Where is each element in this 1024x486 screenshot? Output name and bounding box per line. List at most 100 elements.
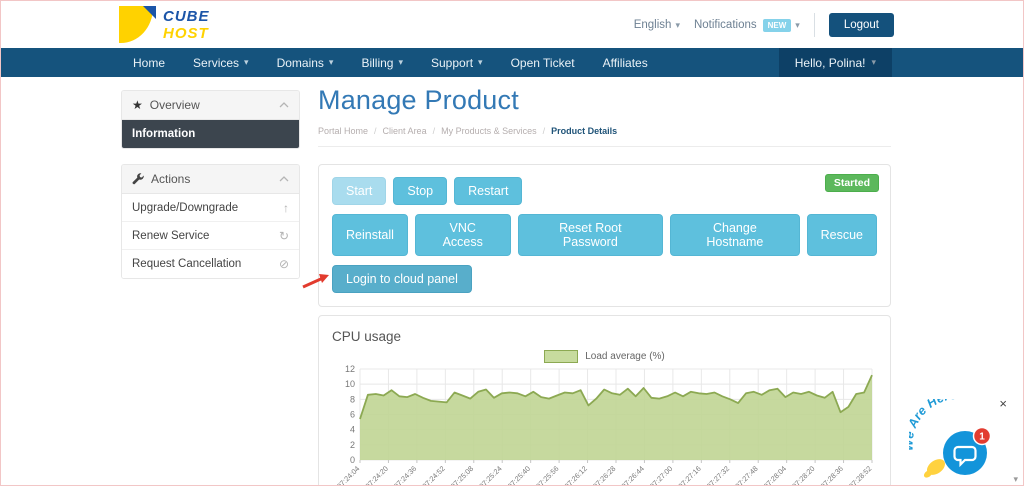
overview-panel: ★ Overview Information bbox=[121, 90, 300, 149]
sidebar-item-request-cancellation[interactable]: Request Cancellation ⊘ bbox=[122, 250, 299, 278]
svg-text:07:28:36: 07:28:36 bbox=[819, 464, 845, 486]
close-icon[interactable]: × bbox=[999, 396, 1007, 411]
svg-text:10: 10 bbox=[345, 379, 355, 389]
change-hostname-button[interactable]: Change Hostname bbox=[670, 214, 800, 256]
rescue-button[interactable]: Rescue bbox=[806, 214, 877, 256]
notification-count-badge bbox=[972, 426, 992, 446]
svg-text:12: 12 bbox=[345, 364, 355, 374]
caret-down-icon: ▾ bbox=[675, 19, 680, 30]
caret-down-icon: ▾ bbox=[478, 57, 483, 67]
nav-item-affiliates[interactable]: Affiliates bbox=[602, 55, 648, 70]
breadcrumb-my-products[interactable]: My Products & Services bbox=[441, 126, 537, 136]
vnc-access-button[interactable]: VNC Access bbox=[414, 214, 511, 256]
start-button[interactable]: Start bbox=[332, 177, 387, 205]
svg-text:07:26:44: 07:26:44 bbox=[619, 464, 645, 486]
sidebar-item-renew-service[interactable]: Renew Service ↻ bbox=[122, 222, 299, 250]
annotation-arrow bbox=[302, 274, 329, 289]
brand-name-cube: CUBE bbox=[163, 7, 210, 25]
nav-item-support[interactable]: Support ▾ bbox=[431, 55, 483, 70]
stop-button[interactable]: Stop bbox=[393, 177, 448, 205]
breadcrumb-client-area[interactable]: Client Area bbox=[382, 126, 427, 136]
sidebar: ★ Overview Information Actions bbox=[121, 90, 300, 279]
svg-text:07:24:52: 07:24:52 bbox=[420, 464, 446, 486]
svg-text:0: 0 bbox=[350, 455, 355, 465]
chat-widget-graphic: We Are Here! 1 bbox=[900, 386, 992, 478]
new-badge: NEW bbox=[762, 18, 792, 32]
page-title: Manage Product bbox=[318, 85, 519, 115]
nav-item-home[interactable]: Home bbox=[133, 55, 166, 70]
header-divider bbox=[813, 13, 815, 37]
cpu-chart: 0 2 4 6 8 10 12 07:24:04 07:24:20 07:24:36 07:24:5… bbox=[335, 364, 873, 486]
sidebar-item-information[interactable]: Information bbox=[122, 120, 299, 148]
ban-icon: ⊘ bbox=[278, 257, 289, 271]
svg-text:07:24:20: 07:24:20 bbox=[363, 464, 389, 486]
actions-panel-header[interactable]: Actions bbox=[122, 165, 299, 194]
brand-logo[interactable]: CUBE HOST bbox=[119, 6, 210, 43]
cpu-usage-panel: CPU usage Load average (%) 0 2 4 6 8 10 12 07:2… bbox=[318, 315, 891, 486]
cube-host-logo-icon bbox=[119, 6, 156, 43]
svg-text:07:27:00: 07:27:00 bbox=[648, 464, 674, 486]
restart-button[interactable]: Restart bbox=[454, 177, 523, 205]
star-icon: ★ bbox=[132, 98, 143, 112]
svg-text:6: 6 bbox=[350, 410, 355, 420]
chart-title: CPU usage bbox=[332, 329, 402, 344]
caret-down-icon: ▾ bbox=[328, 57, 334, 67]
reset-root-password-button[interactable]: Reset Root Password bbox=[517, 214, 664, 256]
svg-text:07:28:04: 07:28:04 bbox=[762, 464, 788, 486]
sidebar-item-upgrade-downgrade[interactable]: Upgrade/Downgrade ↑ bbox=[122, 194, 299, 222]
svg-text:07:28:20: 07:28:20 bbox=[790, 464, 816, 486]
arrow-up-icon: ↑ bbox=[283, 200, 289, 215]
svg-text:07:26:28: 07:26:28 bbox=[591, 464, 617, 486]
refresh-icon: ↻ bbox=[278, 228, 289, 243]
svg-text:07:27:32: 07:27:32 bbox=[705, 464, 731, 486]
svg-text:07:25:08: 07:25:08 bbox=[449, 464, 475, 486]
waving-hand-icon bbox=[926, 459, 946, 475]
status-badge: Started bbox=[824, 174, 879, 192]
nav-item-billing[interactable]: Billing ▾ bbox=[361, 55, 403, 70]
nav-item-domains[interactable]: Domains ▾ bbox=[276, 55, 334, 70]
server-actions-panel: Started Start Stop Restart Reinstall VNC… bbox=[302, 164, 891, 307]
wrench-icon bbox=[132, 173, 144, 185]
breadcrumb-portal-home[interactable]: Portal Home bbox=[318, 126, 369, 136]
chevron-up-icon bbox=[279, 176, 289, 182]
svg-text:07:24:04: 07:24:04 bbox=[335, 464, 361, 486]
nav-item-open-ticket[interactable]: Open Ticket bbox=[510, 55, 575, 70]
caret-down-icon: ▾ bbox=[795, 19, 800, 30]
breadcrumb-product-details: Product Details bbox=[551, 126, 618, 136]
notification-count: 1 bbox=[979, 432, 985, 443]
svg-text:8: 8 bbox=[350, 394, 355, 404]
reinstall-button[interactable]: Reinstall bbox=[332, 214, 408, 256]
svg-text:07:25:24: 07:25:24 bbox=[477, 464, 503, 486]
chat-widget[interactable]: × We Are Here! 1 bbox=[900, 386, 1009, 481]
main-navbar: Home Services ▾ Domains ▾ Billing ▾ Support… bbox=[1, 48, 1023, 77]
actions-panel: Actions Upgrade/Downgrade ↑ Renew Servic… bbox=[121, 164, 300, 279]
svg-text:4: 4 bbox=[350, 425, 355, 435]
legend-swatch bbox=[544, 350, 579, 363]
caret-down-icon: ▾ bbox=[398, 57, 403, 67]
waving-hand-icon bbox=[923, 470, 933, 478]
logout-button[interactable]: Logout bbox=[828, 13, 894, 37]
nav-item-services[interactable]: Services ▾ bbox=[193, 55, 249, 70]
login-to-cloud-panel-button[interactable]: Login to cloud panel bbox=[332, 265, 472, 293]
chevron-up-icon bbox=[279, 102, 289, 108]
main-content: Manage Product Portal Home / Client Area… bbox=[302, 85, 891, 486]
svg-text:07:27:16: 07:27:16 bbox=[676, 464, 702, 486]
svg-text:07:24:36: 07:24:36 bbox=[392, 464, 418, 486]
notifications-dropdown[interactable]: Notifications NEW ▾ bbox=[693, 18, 800, 32]
breadcrumb: Portal Home / Client Area / My Products … bbox=[318, 126, 891, 147]
svg-text:07:28:52: 07:28:52 bbox=[847, 464, 873, 486]
brand-name-host: HOST bbox=[163, 24, 209, 42]
user-menu[interactable]: Hello, Polina! ▾ bbox=[778, 48, 892, 77]
language-dropdown[interactable]: English ▾ bbox=[633, 19, 680, 31]
svg-text:07:26:12: 07:26:12 bbox=[563, 464, 589, 486]
svg-text:07:25:40: 07:25:40 bbox=[506, 464, 532, 486]
svg-text:07:27:48: 07:27:48 bbox=[733, 464, 759, 486]
scroll-down-icon[interactable]: ▾ bbox=[1013, 474, 1018, 484]
svg-text:2: 2 bbox=[350, 440, 355, 450]
svg-text:07:25:56: 07:25:56 bbox=[534, 464, 560, 486]
legend-label: Load average (%) bbox=[585, 351, 665, 362]
caret-down-icon: ▾ bbox=[244, 57, 249, 67]
overview-panel-header[interactable]: ★ Overview bbox=[122, 91, 299, 120]
caret-down-icon: ▾ bbox=[871, 57, 876, 67]
